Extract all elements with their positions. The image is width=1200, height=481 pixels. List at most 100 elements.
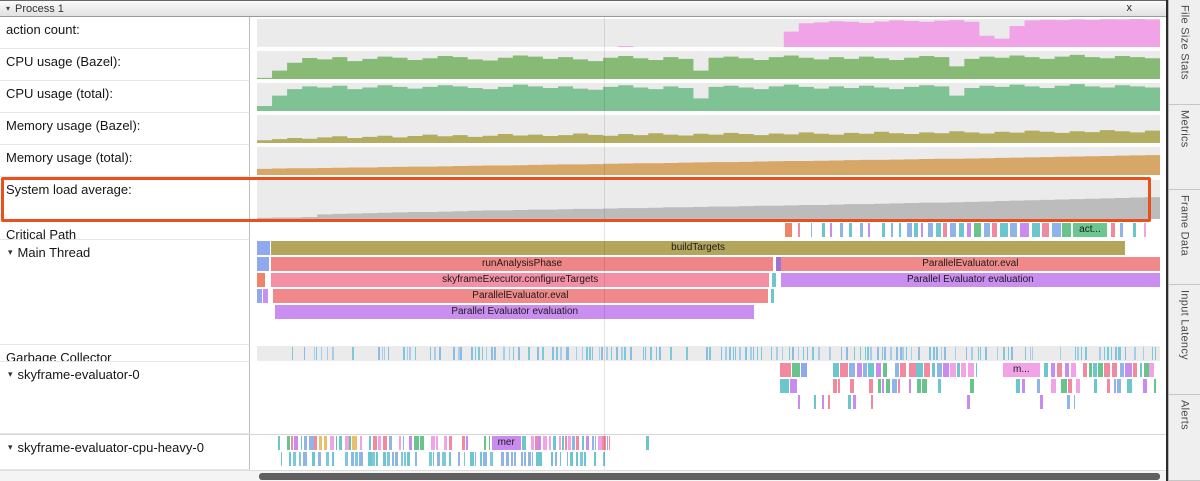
trace-slice[interactable] bbox=[1117, 379, 1122, 393]
track-plot-skyframe-evaluator-0[interactable]: m... bbox=[257, 362, 1160, 434]
trace-slice[interactable] bbox=[779, 363, 791, 377]
trace-slice[interactable] bbox=[937, 379, 941, 393]
trace-slice[interactable] bbox=[927, 223, 934, 237]
trace-slice[interactable] bbox=[1149, 363, 1155, 377]
track-label-cpu-usage-bazel[interactable]: CPU usage (Bazel): bbox=[0, 49, 250, 81]
trace-slice[interactable] bbox=[293, 436, 299, 450]
trace-slice[interactable] bbox=[1025, 347, 1027, 360]
close-button[interactable]: x bbox=[1126, 2, 1133, 14]
trace-slice[interactable] bbox=[924, 363, 930, 377]
trace-slice[interactable] bbox=[321, 347, 323, 360]
trace-slice[interactable] bbox=[368, 452, 372, 466]
trace-slice[interactable] bbox=[814, 395, 817, 409]
track-label-critical-path[interactable]: Critical Path bbox=[0, 222, 250, 240]
trace-slice[interactable] bbox=[330, 436, 335, 450]
trace-slice[interactable] bbox=[916, 379, 922, 393]
trace-slice[interactable] bbox=[810, 223, 813, 237]
trace-slice[interactable] bbox=[558, 436, 561, 450]
trace-slice[interactable] bbox=[1000, 223, 1009, 237]
trace-slice[interactable] bbox=[1039, 395, 1043, 409]
trace-slice[interactable] bbox=[830, 223, 833, 237]
collapse-arrow-icon[interactable]: ▾ bbox=[8, 442, 13, 452]
trace-slice[interactable] bbox=[401, 452, 403, 466]
trace-slice[interactable] bbox=[359, 436, 363, 450]
collapse-arrow-icon[interactable]: ▾ bbox=[8, 247, 13, 257]
trace-slice[interactable] bbox=[351, 347, 355, 360]
trace-slice[interactable] bbox=[565, 436, 568, 450]
trace-slice[interactable] bbox=[827, 395, 830, 409]
trace-slice[interactable] bbox=[290, 436, 294, 450]
trace-slice[interactable] bbox=[457, 452, 461, 466]
trace-slice[interactable] bbox=[555, 452, 558, 466]
trace-slice[interactable] bbox=[553, 436, 557, 450]
trace-slice[interactable] bbox=[331, 452, 335, 466]
trace-slice[interactable] bbox=[849, 223, 852, 237]
trace-slice[interactable] bbox=[556, 347, 558, 360]
trace-slice[interactable] bbox=[1143, 379, 1147, 393]
trace-slice[interactable] bbox=[996, 347, 999, 360]
trace-slice[interactable] bbox=[352, 436, 357, 450]
trace-slice[interactable] bbox=[670, 347, 672, 360]
trace-slice[interactable] bbox=[293, 452, 296, 466]
trace-slice[interactable] bbox=[389, 436, 392, 450]
trace-slice[interactable] bbox=[530, 436, 535, 450]
trace-slice[interactable] bbox=[1051, 363, 1055, 377]
trace-slice[interactable] bbox=[1051, 223, 1061, 237]
trace-slice[interactable] bbox=[257, 273, 266, 287]
trace-slice[interactable] bbox=[309, 436, 314, 450]
trace-slice[interactable] bbox=[1125, 347, 1127, 360]
slice-parallel-evaluator-evaluation[interactable]: Parallel Evaluator evaluation bbox=[780, 273, 1160, 287]
trace-slice[interactable] bbox=[1044, 363, 1049, 377]
trace-slice[interactable] bbox=[942, 363, 950, 377]
trace-slice[interactable] bbox=[280, 452, 283, 466]
trace-slice[interactable] bbox=[752, 347, 754, 360]
trace-slice[interactable] bbox=[592, 436, 594, 450]
trace-slice[interactable] bbox=[430, 436, 435, 450]
trace-slice[interactable] bbox=[907, 223, 912, 237]
trace-slice[interactable] bbox=[789, 347, 791, 360]
trace-slice[interactable] bbox=[522, 436, 526, 450]
trace-slice[interactable] bbox=[881, 379, 884, 393]
trace-slice[interactable] bbox=[1099, 347, 1101, 360]
trace-slice[interactable] bbox=[317, 452, 322, 466]
trace-slice[interactable] bbox=[980, 347, 982, 360]
trace-slice[interactable] bbox=[605, 347, 608, 360]
trace-slice[interactable] bbox=[921, 379, 927, 393]
track-plot-action-count[interactable] bbox=[257, 17, 1160, 49]
track-label-garbage-collector[interactable]: Garbage Collector bbox=[0, 345, 250, 362]
trace-slice[interactable] bbox=[869, 379, 874, 393]
trace-slice[interactable] bbox=[602, 436, 606, 450]
trace-slice[interactable] bbox=[277, 436, 281, 450]
trace-slice[interactable] bbox=[776, 257, 781, 271]
trace-slice[interactable] bbox=[886, 379, 891, 393]
horizontal-scrollbar[interactable] bbox=[0, 470, 1166, 481]
trace-slice[interactable] bbox=[624, 347, 626, 360]
trace-slice[interactable] bbox=[845, 347, 848, 360]
trace-slice[interactable] bbox=[331, 347, 334, 360]
sidebar-tab-input-latency[interactable]: Input Latency bbox=[1169, 285, 1200, 395]
trace-slice[interactable] bbox=[776, 347, 779, 360]
trace-slice[interactable] bbox=[552, 347, 554, 360]
trace-slice[interactable] bbox=[658, 347, 661, 360]
trace-slice[interactable] bbox=[899, 347, 902, 360]
trace-slice[interactable] bbox=[399, 436, 401, 450]
trace-slice[interactable] bbox=[551, 452, 554, 466]
trace-slice[interactable] bbox=[501, 452, 505, 466]
trace-slice[interactable] bbox=[900, 363, 907, 377]
trace-slice[interactable] bbox=[848, 395, 851, 409]
trace-slice[interactable] bbox=[359, 452, 363, 466]
trace-slice[interactable] bbox=[706, 347, 709, 360]
trace-slice[interactable] bbox=[559, 452, 562, 466]
trace-slice[interactable] bbox=[1056, 363, 1063, 377]
trace-slice[interactable] bbox=[1139, 363, 1143, 377]
trace-slice[interactable] bbox=[1112, 363, 1118, 377]
trace-slice[interactable] bbox=[437, 452, 440, 466]
trace-slice[interactable] bbox=[1041, 223, 1049, 237]
trace-slice[interactable] bbox=[630, 347, 632, 360]
trace-slice[interactable] bbox=[978, 347, 980, 360]
trace-slice[interactable] bbox=[452, 347, 455, 360]
trace-slice[interactable] bbox=[914, 223, 918, 237]
trace-slice[interactable] bbox=[896, 347, 898, 360]
trace-slice[interactable] bbox=[966, 223, 972, 237]
trace-slice[interactable] bbox=[817, 347, 820, 360]
